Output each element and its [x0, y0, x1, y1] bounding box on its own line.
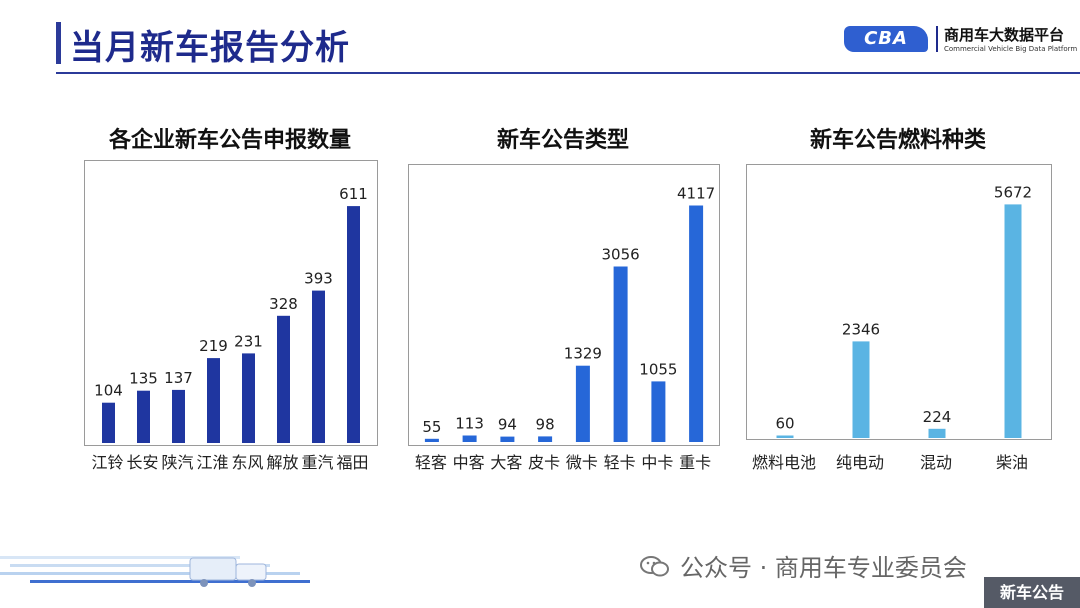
category-label-1-5: 轻卡	[604, 453, 636, 472]
chart-frame-type: 55 113 94 98 1329 3056 1055 4117	[408, 164, 720, 446]
category-label-2-0: 燃料电池	[752, 453, 816, 472]
category-label-0-7: 福田	[336, 453, 368, 472]
category-label-1-4: 微卡	[566, 453, 598, 472]
category-label-2-2: 混动	[920, 453, 952, 472]
data-label-1-5: 3056	[602, 246, 640, 264]
data-label-1-4: 1329	[564, 345, 602, 363]
bar-0-1	[137, 390, 150, 443]
data-label-0-3: 219	[199, 337, 228, 355]
bar-0-6	[312, 290, 325, 443]
section-tag: 新车公告	[984, 577, 1080, 608]
category-label-0-6: 重汽	[301, 453, 333, 472]
bar-1-2	[500, 436, 515, 442]
bar-2-0	[776, 435, 794, 438]
title-underline	[56, 72, 1080, 74]
data-label-2-2: 224	[923, 408, 952, 426]
chart-enterprise: 104 135 137 219 231 328 393 611	[94, 185, 368, 443]
bar-1-4	[575, 365, 590, 442]
category-label-2-1: 纯电动	[836, 453, 884, 472]
data-label-1-7: 4117	[677, 185, 715, 203]
wechat-account: 公众号 · 商用车专业委员会	[640, 548, 967, 583]
brand-logo: CBA 商用车大数据平台 Commercial Vehicle Big Data…	[844, 24, 1078, 60]
title-bar: 当月新车报告分析 CBA 商用车大数据平台 Commercial Vehicle…	[0, 0, 1080, 80]
category-label-0-3: 江淮	[196, 453, 228, 472]
data-label-1-0: 55	[422, 418, 441, 436]
wechat-icon	[640, 556, 669, 577]
bar-2-2	[928, 428, 946, 438]
bar-1-5	[613, 266, 628, 442]
logo-separator	[936, 26, 938, 52]
chart-title-fuel: 新车公告燃料种类	[809, 128, 986, 153]
bar-0-5	[277, 315, 290, 443]
logo-mark: CBA	[844, 26, 928, 52]
data-label-2-0: 60	[775, 415, 794, 433]
data-label-0-6: 393	[304, 270, 333, 288]
category-label-1-7: 重卡	[679, 453, 711, 472]
data-label-2-3: 5672	[994, 183, 1032, 201]
data-label-0-0: 104	[94, 382, 123, 400]
bar-2-1	[852, 341, 870, 438]
data-label-0-2: 137	[164, 369, 193, 387]
chart-title-type: 新车公告类型	[496, 128, 629, 153]
category-label-1-0: 轻客	[415, 453, 447, 472]
bar-0-4	[242, 353, 255, 443]
logo-chinese-name: 商用车大数据平台	[944, 26, 1065, 44]
category-label-0-4: 东风	[231, 453, 263, 472]
title-accent-bar	[56, 22, 61, 64]
bar-0-0	[102, 402, 115, 443]
chart-frame-enterprise: 104 135 137 219 231 328 393 611	[84, 160, 378, 446]
data-label-1-2: 94	[498, 416, 517, 434]
category-label-1-2: 大客	[490, 453, 522, 472]
data-label-1-3: 98	[536, 415, 555, 433]
data-label-0-7: 611	[339, 185, 368, 203]
chart-frame-fuel: 60 2346 224 5672	[746, 164, 1052, 440]
category-label-1-6: 中卡	[641, 453, 673, 472]
bar-0-3	[207, 358, 220, 443]
category-label-2-3: 柴油	[996, 453, 1028, 472]
category-label-0-0: 江铃	[91, 453, 123, 472]
category-label-1-3: 皮卡	[528, 453, 560, 472]
data-label-0-1: 135	[129, 370, 158, 388]
category-labels-type: 轻客 中客 大客 皮卡 微卡 轻卡 中卡 重卡	[415, 453, 711, 472]
bar-2-3	[1004, 204, 1022, 438]
category-label-0-5: 解放	[266, 453, 298, 472]
logo-english-name: Commercial Vehicle Big Data Platform	[944, 45, 1078, 53]
category-label-1-1: 中客	[453, 453, 485, 472]
data-label-1-1: 113	[455, 415, 484, 433]
bar-1-0	[424, 438, 439, 442]
data-label-2-1: 2346	[842, 320, 880, 338]
bar-0-2	[172, 389, 185, 443]
footer-trucks-graphic	[0, 556, 310, 587]
bar-1-7	[689, 205, 704, 442]
chart-fuel: 60 2346 224 5672	[775, 183, 1032, 438]
data-label-0-4: 231	[234, 332, 263, 350]
wechat-account-name: 公众号 · 商用车专业委员会	[680, 554, 967, 582]
bar-1-6	[651, 381, 666, 442]
data-label-1-6: 1055	[639, 360, 677, 378]
category-labels-enterprise: 江铃 长安 陕汽 江淮 东风 解放 重汽 福田	[91, 453, 368, 472]
bar-0-7	[347, 206, 360, 443]
page-title: 当月新车报告分析	[70, 28, 350, 68]
category-label-0-1: 长安	[126, 453, 158, 472]
bar-1-3	[538, 436, 553, 442]
category-labels-fuel: 燃料电池 纯电动 混动 柴油	[752, 453, 1028, 472]
chart-title-enterprise: 各企业新车公告申报数量	[108, 128, 351, 153]
bar-1-1	[462, 435, 477, 442]
data-label-0-5: 328	[269, 295, 298, 313]
category-label-0-2: 陕汽	[161, 453, 193, 472]
chart-type: 55 113 94 98 1329 3056 1055 4117	[422, 185, 715, 442]
